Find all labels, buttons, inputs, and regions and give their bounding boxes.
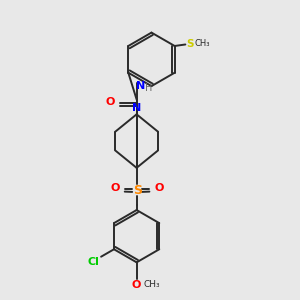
Text: N: N (136, 81, 146, 91)
Text: O: O (106, 97, 115, 107)
Text: O: O (132, 280, 141, 290)
Text: CH₃: CH₃ (194, 39, 210, 48)
Text: CH₃: CH₃ (143, 280, 160, 289)
Text: S: S (187, 39, 194, 49)
Text: H: H (146, 83, 153, 94)
Text: Cl: Cl (88, 257, 100, 267)
Text: S: S (133, 184, 142, 197)
Text: O: O (154, 183, 164, 193)
Text: O: O (110, 183, 120, 193)
Text: N: N (132, 103, 141, 113)
